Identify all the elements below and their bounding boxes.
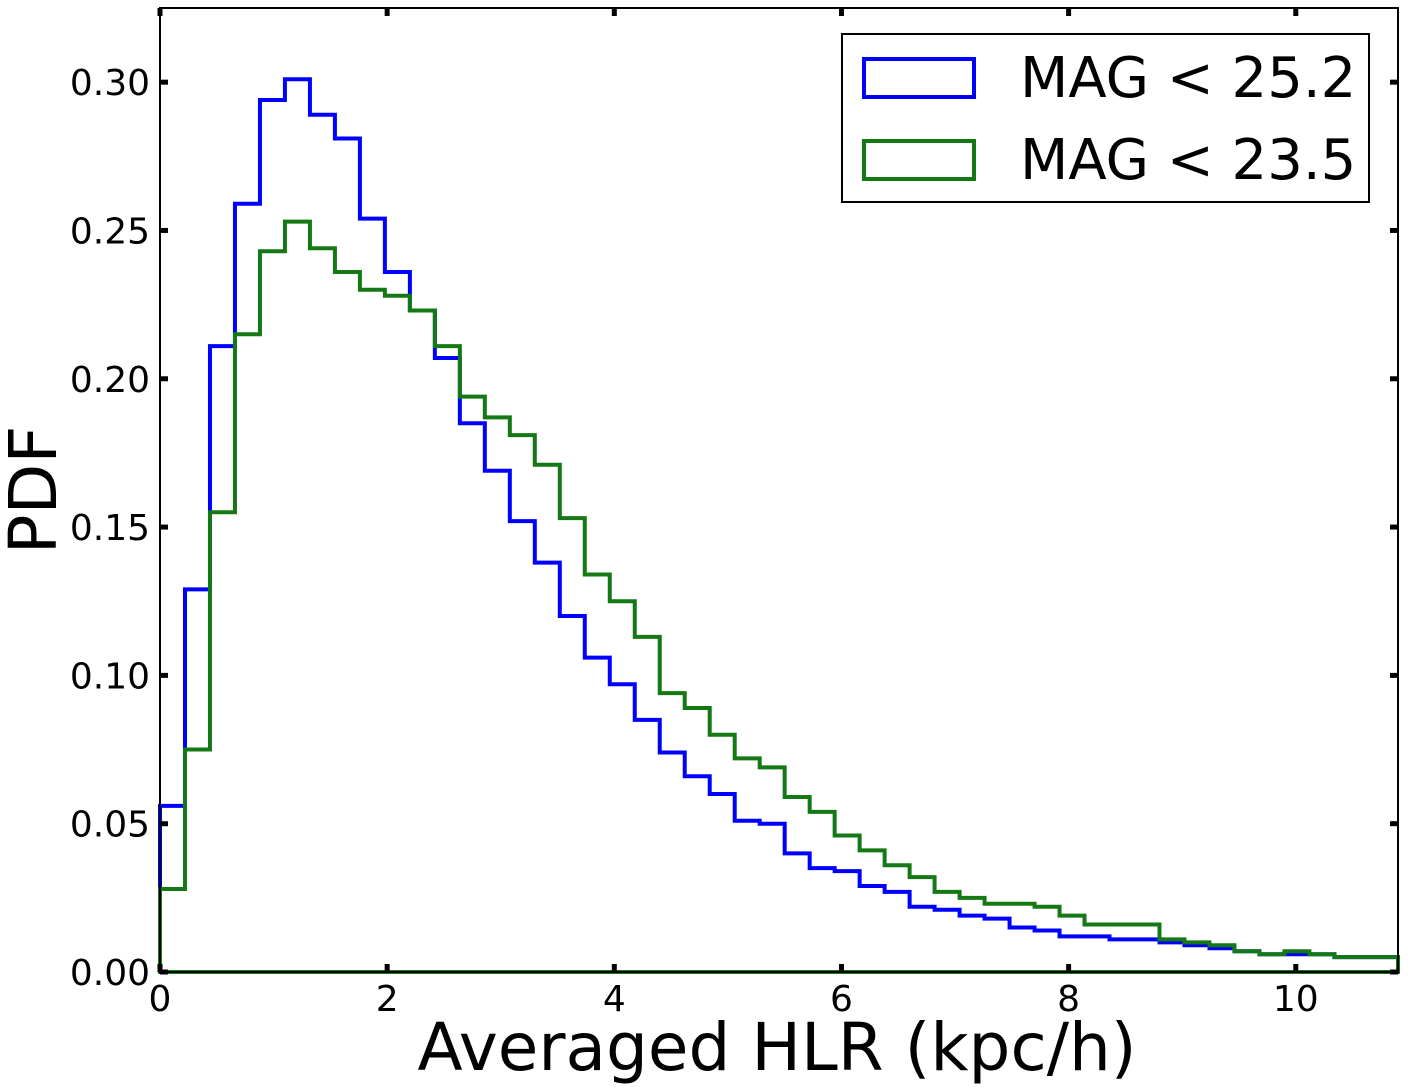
legend-label-2: MAG < 23.5 [1020, 128, 1356, 193]
y-tick-label: 0.00 [70, 953, 150, 994]
legend-label-1: MAG < 25.2 [1020, 46, 1356, 111]
y-tick-label: 0.05 [70, 805, 150, 846]
y-tick-label: 0.10 [70, 656, 150, 697]
series-1-histogram [160, 79, 1398, 972]
y-axis-title: PDF [0, 426, 72, 555]
y-tick-label: 0.15 [70, 508, 150, 549]
y-tick-label: 0.30 [70, 63, 150, 104]
series-2-histogram [160, 222, 1398, 972]
x-tick-label: 0 [149, 979, 172, 1020]
legend: MAG < 25.2 MAG < 23.5 [842, 34, 1369, 202]
axis-labels: 0 2 4 6 8 100.000.050.100.150.200.250.30Avera… [0, 63, 1319, 1086]
plot-area [160, 79, 1398, 972]
x-tick-label: 10 [1273, 979, 1319, 1020]
histogram-chart: 0 2 4 6 8 100.000.050.100.150.200.250.30Avera… [0, 0, 1410, 1087]
y-tick-label: 0.25 [70, 211, 150, 252]
x-axis-title: Averaged HLR (kpc/h) [417, 1009, 1136, 1086]
x-tick-label: 2 [376, 979, 399, 1020]
y-tick-label: 0.20 [70, 360, 150, 401]
